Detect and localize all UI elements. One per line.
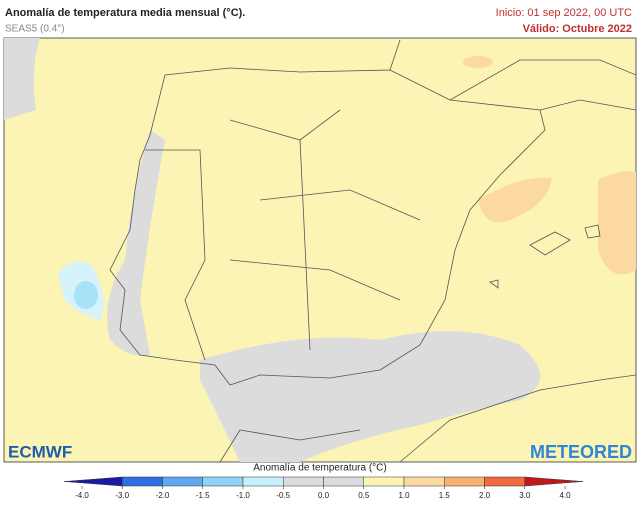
tick-label: -1.0 xyxy=(236,491,250,500)
logo-meteored: METEORED xyxy=(530,442,632,462)
tick-label: 0.5 xyxy=(358,491,370,500)
colorbar-bin xyxy=(444,476,485,487)
tick-label: 0.0 xyxy=(318,491,330,500)
colorbar-end xyxy=(524,476,584,487)
tick-label: 3.0 xyxy=(519,491,531,500)
title: Anomalía de temperatura media mensual (°… xyxy=(5,7,245,19)
colorbar-bin xyxy=(242,476,284,487)
subtitle: SEAS5 (0.4°) xyxy=(5,24,65,35)
init-date: Inicio: 01 sep 2022, 00 UTC xyxy=(496,7,632,19)
colorbar-bin xyxy=(484,476,525,487)
colorbar-bin xyxy=(323,476,364,487)
valid-date: Válido: Octubre 2022 xyxy=(523,23,632,35)
tick-label: -0.5 xyxy=(276,491,290,500)
tick-label: 2.0 xyxy=(479,491,491,500)
logo-ecmwf: ECMWF xyxy=(8,442,72,461)
tick-label: -4.0 xyxy=(75,491,89,500)
map xyxy=(3,37,637,463)
tick-label: -2.0 xyxy=(156,491,170,500)
colorbar-bin xyxy=(283,476,324,487)
colorbar: -4.0 -3.0 -2.0 -1.5 -1.0 -0.5 0.0 0.5 1.0 1.5 2.0 3… xyxy=(63,476,584,500)
tick-label: 1.0 xyxy=(398,491,410,500)
tick-label: -3.0 xyxy=(115,491,129,500)
colorbar-bin xyxy=(162,476,203,487)
tick-label: 4.0 xyxy=(559,491,571,500)
tick-label: -1.5 xyxy=(196,491,210,500)
tick-label: 1.5 xyxy=(439,491,451,500)
colorbar-label: Anomalía de temperatura (°C) xyxy=(253,463,387,474)
colorbar-bin xyxy=(363,476,405,487)
colorbar-bin xyxy=(202,476,244,487)
colorbar-end xyxy=(63,476,123,487)
colorbar-bin xyxy=(403,476,445,487)
colorbar-bin xyxy=(122,476,163,487)
